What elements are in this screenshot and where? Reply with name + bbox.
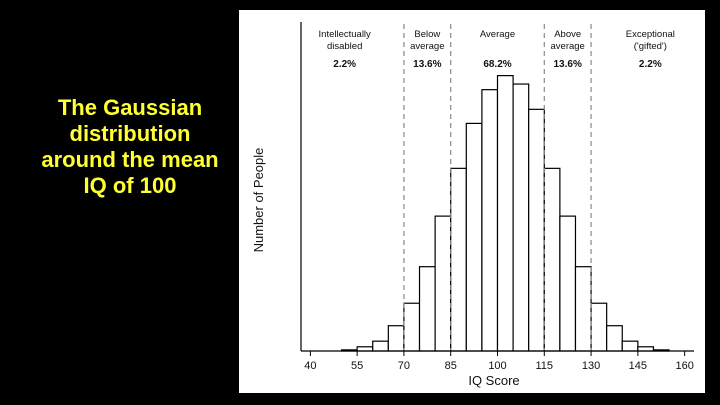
- iq-histogram: 40 55 70 85 100 115 130 145 160 Intellectuallydi…: [251, 22, 694, 388]
- histogram-bar: [512, 83, 530, 352]
- region-percent: 68.2%: [483, 59, 511, 70]
- x-tick-label: 40: [304, 360, 316, 372]
- histogram-bar: [481, 89, 499, 352]
- region-percent: 2.2%: [639, 59, 662, 70]
- x-tick-label: 55: [351, 360, 363, 372]
- region-label-line2: average: [551, 41, 585, 52]
- histogram-bar: [590, 302, 608, 352]
- histogram-bar: [403, 302, 421, 352]
- x-tick-label: 145: [629, 360, 647, 372]
- histogram-bar: [606, 325, 623, 352]
- histogram-bar: [637, 346, 655, 352]
- x-tick-label: 115: [536, 360, 554, 372]
- histogram-bar: [418, 266, 436, 352]
- region-percent: 13.6%: [413, 59, 441, 70]
- x-axis-label: IQ Score: [468, 373, 519, 388]
- region-labels: Intellectuallydisabled2.2%Belowaverage13…: [319, 29, 675, 70]
- x-tick-label: 85: [445, 360, 457, 372]
- region-label-line1: Intellectually: [319, 29, 372, 40]
- x-tick-label: 130: [582, 360, 600, 372]
- region-label-line2: disabled: [327, 41, 362, 52]
- region-label-line2: ('gifted'): [634, 41, 667, 52]
- region-percent: 13.6%: [553, 59, 581, 70]
- region-label-line1: Above: [554, 29, 581, 40]
- histogram-bar: [465, 122, 483, 352]
- x-tick-label: 100: [488, 360, 506, 372]
- histogram-bar: [387, 325, 405, 352]
- histogram-bar: [574, 266, 592, 352]
- region-label-line2: average: [410, 41, 444, 52]
- region-label-line1: Exceptional: [626, 29, 675, 40]
- region-label-line1: Below: [414, 29, 440, 40]
- region-percent: 2.2%: [333, 59, 356, 70]
- x-tick-label: 70: [398, 360, 410, 372]
- axes: 40 55 70 85 100 115 130 145 160: [300, 22, 694, 372]
- chart-panel: 40 55 70 85 100 115 130 145 160 Intellectually di…: [239, 10, 705, 393]
- histogram-bar: [496, 75, 514, 352]
- histogram-bar: [543, 167, 561, 352]
- y-axis-label: Number of People: [251, 148, 266, 253]
- histogram-bar: [621, 340, 639, 352]
- slide-title: The Gaussian distribution around the mea…: [41, 95, 219, 198]
- histogram-bar: [372, 340, 389, 352]
- region-label-line1: Average: [480, 29, 515, 40]
- histogram-bars: [340, 75, 670, 352]
- histogram-bar: [434, 215, 452, 352]
- region-dividers: [403, 24, 592, 351]
- histogram-bar: [528, 108, 545, 352]
- histogram-bar: [450, 167, 467, 352]
- histogram-bar: [356, 346, 374, 352]
- x-tick-label: 160: [675, 360, 693, 372]
- histogram-bar: [559, 215, 577, 352]
